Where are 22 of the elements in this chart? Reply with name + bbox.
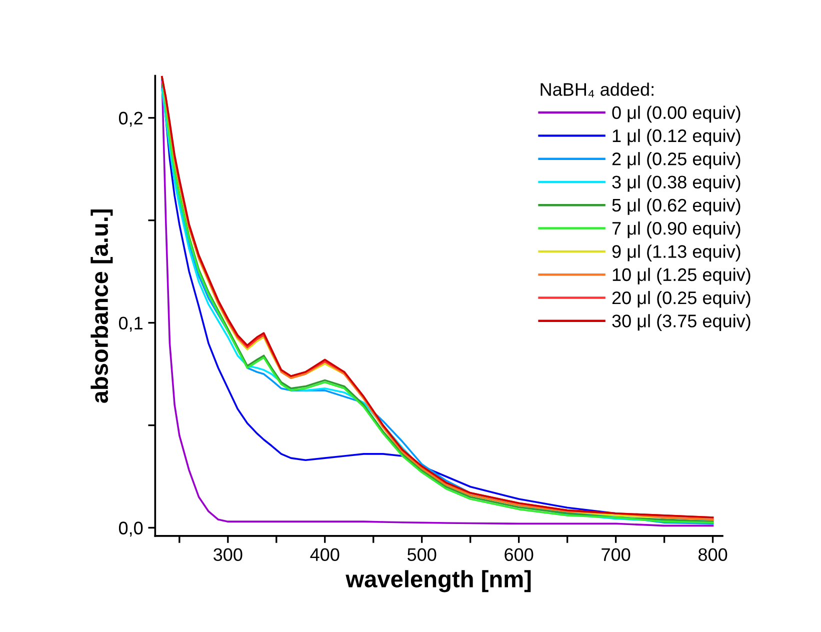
x-tick-label: 300 xyxy=(214,548,242,562)
legend-label: 30 μl (3.75 equiv) xyxy=(612,314,750,331)
y-tick-label: 0,0 xyxy=(118,522,143,537)
y-tick-label: 0,2 xyxy=(118,112,142,127)
legend-label: 5 μl (0.62 equiv) xyxy=(612,198,740,216)
legend-label: 3 μl (0.38 equiv) xyxy=(612,175,740,192)
legend-label: 9 μl (1.13 equiv) xyxy=(612,244,740,262)
legend-label: 10 μl (1.25 equiv) xyxy=(612,268,750,285)
legend-title: NaBH₄ added: xyxy=(540,82,654,98)
legend-label: 1 μl (0.12 equiv) xyxy=(612,128,740,146)
legend-label: 2 μl (0.25 equiv) xyxy=(612,152,740,169)
y-axis-title: absorbance [a.u.] xyxy=(90,209,113,403)
legend-label: 7 μl (0.90 equiv) xyxy=(612,222,740,238)
x-tick-label: 400 xyxy=(310,548,340,562)
x-tick-label: 500 xyxy=(408,548,436,562)
legend-label: 20 μl (0.25 equiv) xyxy=(612,290,750,308)
y-tick-label: 0,1 xyxy=(118,316,142,332)
x-axis-title: wavelength [nm] xyxy=(346,570,531,592)
x-tick-label: 700 xyxy=(602,548,630,562)
legend-label: 0 μl (0.00 equiv) xyxy=(612,106,740,123)
x-tick-label: 600 xyxy=(504,548,534,562)
x-tick-label: 800 xyxy=(698,548,728,562)
